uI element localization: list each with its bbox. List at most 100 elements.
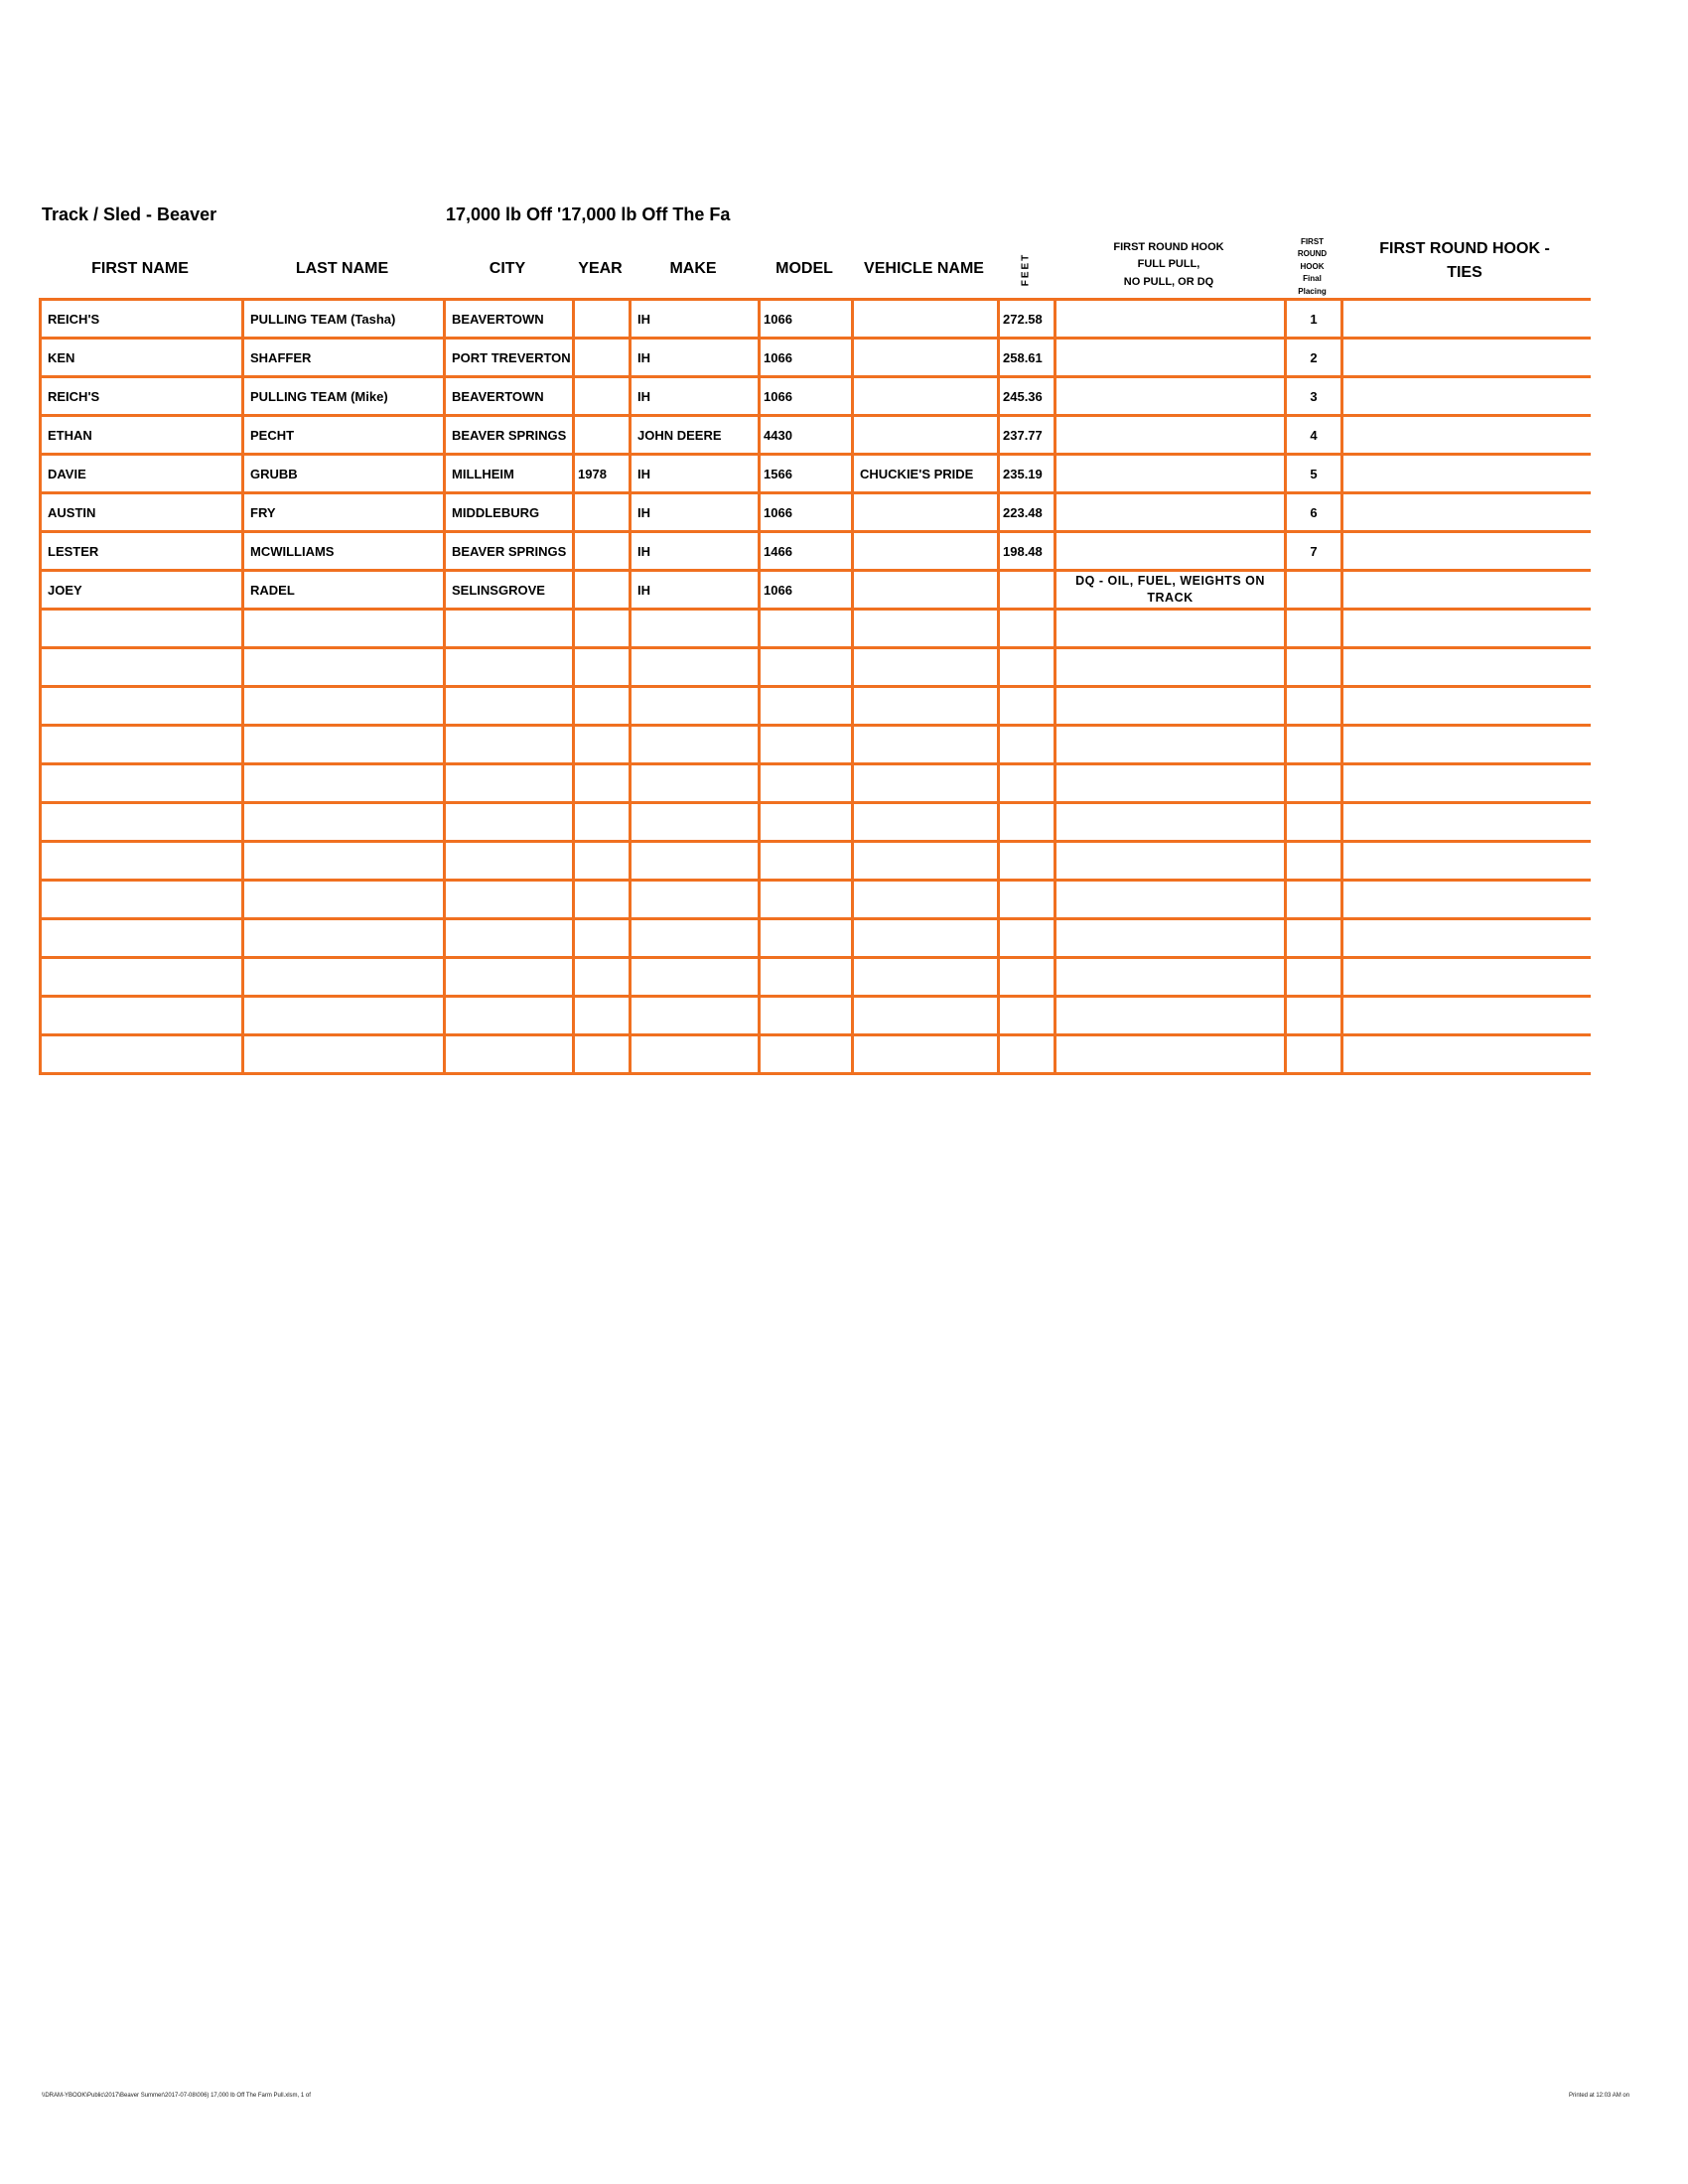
cell-make	[629, 1033, 761, 1075]
cell-hook-result	[1054, 917, 1287, 959]
cell-year	[572, 879, 632, 920]
table-row: ETHAN PECHT BEAVER SPRINGS JOHN DEERE 4430 23…	[39, 414, 1591, 456]
cell-feet: 237.77	[997, 414, 1056, 456]
cell-vehicle-name	[851, 840, 1000, 882]
cell-hook-result	[1054, 530, 1287, 572]
cell-hook-result	[1054, 608, 1287, 649]
cell-vehicle-name: CHUCKIE'S PRIDE	[851, 453, 1000, 494]
cell-last-name	[241, 879, 446, 920]
cell-hook-result	[1054, 995, 1287, 1036]
cell-first-name: REICH'S	[39, 298, 244, 340]
cell-ties	[1340, 530, 1591, 572]
cell-model: 1066	[758, 298, 854, 340]
cell-model	[758, 1033, 854, 1075]
cell-year	[572, 569, 632, 611]
col-feet: FEET	[997, 238, 1054, 300]
cell-model: 1466	[758, 530, 854, 572]
table-row: DAVIE GRUBB MILLHEIM 1978 IH 1566 CHUCKIE'S PR…	[39, 453, 1591, 494]
cell-year	[572, 762, 632, 804]
cell-last-name: PECHT	[241, 414, 446, 456]
cell-model	[758, 724, 854, 765]
cell-feet	[997, 724, 1056, 765]
cell-first-name	[39, 956, 244, 998]
cell-last-name	[241, 685, 446, 727]
cell-placing: 2	[1284, 337, 1343, 378]
cell-hook-result	[1054, 375, 1287, 417]
cell-last-name	[241, 1033, 446, 1075]
cell-city: MIDDLEBURG	[443, 491, 575, 533]
col-make: MAKE	[669, 260, 717, 277]
cell-placing	[1284, 724, 1343, 765]
cell-city: BEAVER SPRINGS	[443, 530, 574, 572]
cell-last-name	[241, 956, 446, 998]
cell-feet	[997, 608, 1056, 649]
cell-ties	[1340, 569, 1591, 611]
col-year: YEAR	[578, 260, 623, 277]
cell-vehicle-name	[851, 569, 1000, 611]
cell-year	[572, 375, 632, 417]
col-placing: FIRST ROUND HOOK Final Placing	[1284, 236, 1340, 298]
cell-model: 1066	[758, 337, 854, 378]
cell-placing	[1284, 801, 1343, 843]
cell-city	[443, 956, 575, 998]
cell-hook-result	[1054, 414, 1287, 456]
cell-feet	[997, 995, 1056, 1036]
cell-first-name	[39, 685, 244, 727]
cell-last-name	[241, 762, 446, 804]
cell-first-name	[39, 879, 244, 920]
cell-feet	[997, 879, 1056, 920]
cell-first-name: AUSTIN	[39, 491, 244, 533]
cell-hook-result	[1054, 801, 1287, 843]
cell-placing: 7	[1284, 530, 1343, 572]
hook-result-line2: FULL PULL,	[1137, 258, 1200, 271]
cell-ties	[1340, 646, 1591, 688]
cell-city	[443, 917, 575, 959]
cell-feet	[997, 569, 1056, 611]
cell-ties	[1340, 956, 1591, 998]
cell-placing	[1284, 840, 1343, 882]
placing-line4: Final	[1303, 274, 1322, 284]
cell-vehicle-name	[851, 414, 1000, 456]
cell-model	[758, 840, 854, 882]
cell-model	[758, 685, 854, 727]
cell-last-name: RADEL	[241, 569, 446, 611]
col-first-name: FIRST NAME	[91, 260, 189, 277]
cell-make: IH	[629, 375, 761, 417]
cell-hook-result	[1054, 956, 1287, 998]
cell-model	[758, 956, 854, 998]
cell-last-name: PULLING TEAM (Mike)	[241, 375, 446, 417]
cell-city	[443, 646, 575, 688]
cell-placing	[1284, 685, 1343, 727]
col-last-name: LAST NAME	[295, 260, 389, 277]
cell-year	[572, 956, 632, 998]
cell-make: IH	[629, 530, 761, 572]
cell-city: MILLHEIM	[443, 453, 575, 494]
cell-model	[758, 762, 854, 804]
cell-placing	[1284, 646, 1343, 688]
cell-year	[572, 414, 632, 456]
cell-make: IH	[629, 298, 761, 340]
cell-hook-result	[1054, 337, 1287, 378]
cell-year	[572, 801, 632, 843]
cell-vehicle-name	[851, 879, 1000, 920]
class-title: 17,000 lb Off '17,000 lb Off The Fa	[446, 205, 731, 224]
cell-feet	[997, 801, 1056, 843]
cell-model	[758, 608, 854, 649]
table-row: AUSTIN FRY MIDDLEBURG IH 1066 223.48 6	[39, 491, 1591, 533]
cell-last-name: GRUBB	[241, 453, 446, 494]
table-row	[39, 801, 1591, 843]
cell-model	[758, 879, 854, 920]
results-table: REICH'S PULLING TEAM (Tasha) BEAVERTOWN IH 1…	[39, 298, 1591, 1075]
cell-placing	[1284, 762, 1343, 804]
cell-city: BEAVER SPRINGS	[443, 414, 574, 456]
cell-city	[443, 608, 575, 649]
cell-last-name: FRY	[241, 491, 446, 533]
cell-feet	[997, 956, 1056, 998]
cell-year	[572, 685, 632, 727]
table-row: KEN SHAFFER PORT TREVERTON IH 1066 258.61 2	[39, 337, 1591, 378]
cell-placing	[1284, 1033, 1343, 1075]
cell-hook-result	[1054, 453, 1287, 494]
table-row	[39, 685, 1591, 727]
table-row: JOEY RADEL SELINSGROVE IH 1066 DQ - OIL, FUEL…	[39, 569, 1591, 611]
cell-first-name	[39, 762, 244, 804]
